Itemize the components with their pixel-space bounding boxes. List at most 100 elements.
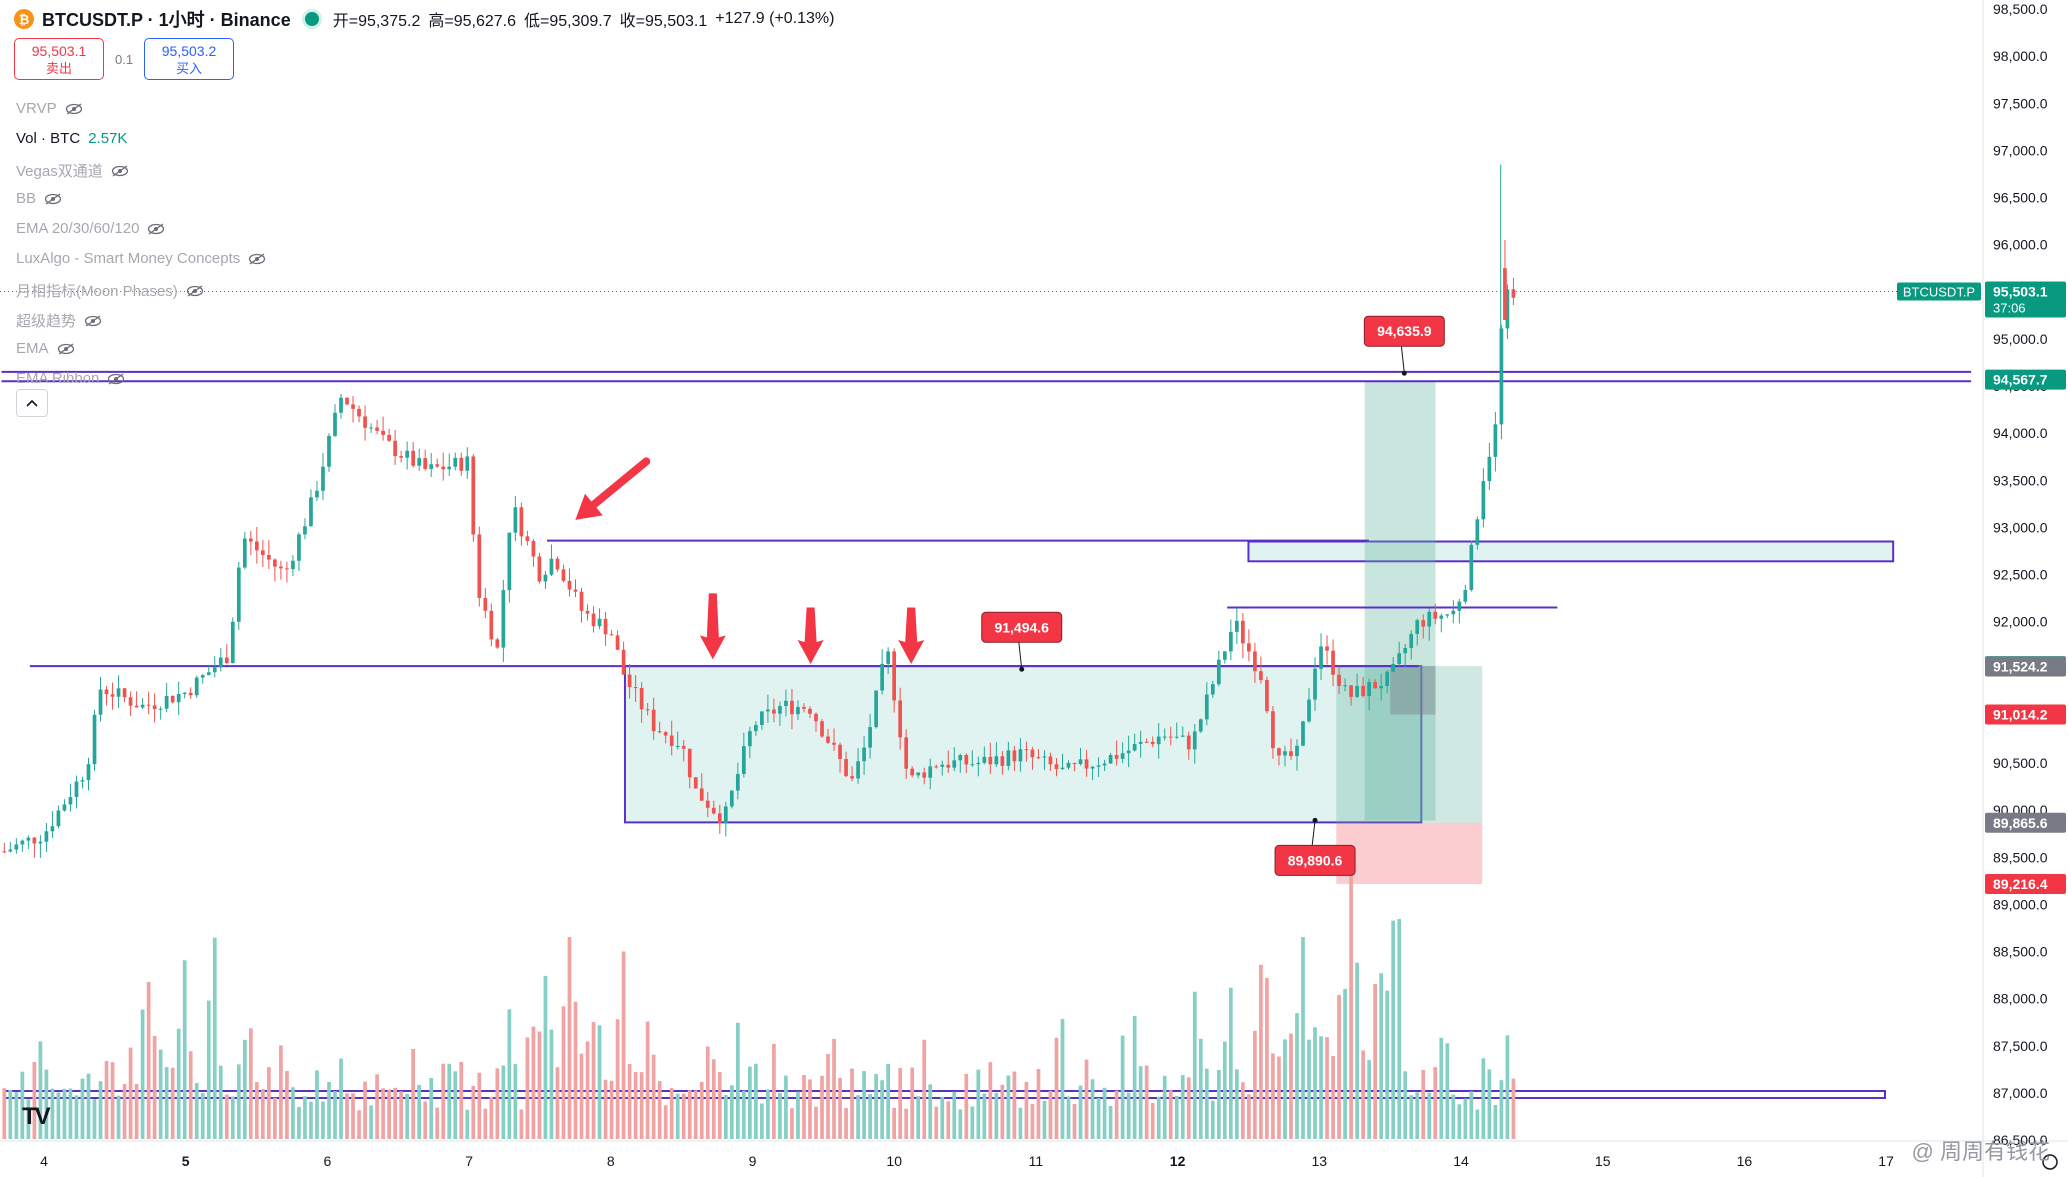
candle-body xyxy=(134,705,139,708)
indicator-1[interactable]: Vol · BTC 2.57K xyxy=(16,130,127,147)
price-axis-tag-label: 89,216.4 xyxy=(1993,876,2048,892)
collapse-legend-button[interactable] xyxy=(16,389,48,417)
volume-bar xyxy=(778,1092,782,1139)
eye-off-icon[interactable] xyxy=(147,222,165,235)
volume-bar xyxy=(345,1093,349,1139)
eye-off-icon[interactable] xyxy=(84,314,102,327)
eye-off-icon[interactable] xyxy=(44,192,62,205)
y-tick-label: 98,000.0 xyxy=(1993,48,2048,64)
eye-off-icon[interactable] xyxy=(248,252,266,265)
volume-bar xyxy=(297,1106,301,1139)
volume-bar xyxy=(994,1092,999,1139)
candle-body xyxy=(327,435,331,467)
candle-body xyxy=(675,745,680,747)
candle-body xyxy=(1505,289,1510,329)
volume-bar xyxy=(357,1110,361,1139)
indicator-name: Vol · BTC xyxy=(16,130,81,147)
candle-body xyxy=(1198,719,1203,732)
candle-body xyxy=(1042,756,1047,758)
eye-off-icon[interactable] xyxy=(107,372,125,385)
sell-button[interactable]: 95,503.1 卖出 xyxy=(14,38,104,80)
volume-bar xyxy=(1120,1035,1125,1139)
indicator-6[interactable]: 月相指标(Moon Phases) xyxy=(16,280,204,301)
volume-bar xyxy=(26,1099,31,1139)
volume-bar xyxy=(519,1109,524,1139)
eye-off-icon[interactable] xyxy=(186,284,204,297)
indicator-9[interactable]: EMA Ribbon xyxy=(16,370,125,387)
volume-bar xyxy=(20,1071,25,1139)
volume-bar xyxy=(134,1084,139,1139)
y-tick-label: 96,500.0 xyxy=(1993,190,2048,206)
candle-body xyxy=(814,713,818,722)
indicator-7[interactable]: 超级趋势 xyxy=(16,310,102,331)
indicator-name: BB xyxy=(16,190,37,207)
candle-body xyxy=(140,704,145,708)
volume-bar xyxy=(1006,1075,1011,1139)
candle-body xyxy=(411,450,416,466)
indicator-4[interactable]: EMA 20/30/60/120 xyxy=(16,220,165,237)
red-arrow-head xyxy=(575,493,603,520)
candle-body xyxy=(224,657,229,664)
candle-body xyxy=(206,672,211,676)
volume-bar xyxy=(254,1082,259,1139)
volume-bar xyxy=(952,1091,957,1139)
volume-bar xyxy=(766,1089,770,1139)
volume-bar xyxy=(170,1067,175,1139)
volume-bar xyxy=(1180,1075,1185,1139)
candle-body xyxy=(892,651,897,701)
volume-bar xyxy=(868,1094,872,1139)
volume-bar xyxy=(471,1085,476,1139)
x-tick-label: 16 xyxy=(1737,1153,1753,1169)
indicator-0[interactable]: VRVP xyxy=(16,100,83,117)
x-tick-label: 5 xyxy=(182,1153,190,1169)
volume-bar xyxy=(874,1074,878,1139)
volume-bar xyxy=(1114,1090,1119,1139)
volume-bar xyxy=(663,1105,668,1139)
candle-body xyxy=(146,704,151,706)
volume-bar xyxy=(693,1090,698,1139)
candle-body xyxy=(279,566,283,569)
red-arrow xyxy=(589,457,651,509)
candle-body xyxy=(242,538,247,568)
eye-off-icon[interactable] xyxy=(57,342,75,355)
indicator-5[interactable]: LuxAlgo - Smart Money Concepts xyxy=(16,250,266,267)
y-tick-label: 93,500.0 xyxy=(1993,472,2048,488)
eye-off-icon[interactable] xyxy=(111,164,129,177)
indicator-2[interactable]: Vegas双通道 xyxy=(16,160,129,181)
volume-bar xyxy=(405,1094,410,1139)
symbol-title[interactable]: BTCUSDT.P · 1小时 · Binance xyxy=(42,10,291,30)
candle-body xyxy=(1156,736,1161,745)
price-axis-tag xyxy=(1985,704,2066,725)
candle-body xyxy=(874,690,878,728)
volume-bar xyxy=(1427,1092,1432,1139)
volume-bar xyxy=(1259,964,1263,1139)
volume-bar xyxy=(934,1106,939,1139)
candle-body xyxy=(838,744,842,759)
callout-dot xyxy=(1401,370,1407,376)
candle-body xyxy=(182,692,187,695)
indicator-name: EMA 20/30/60/120 xyxy=(16,220,140,237)
candle-body xyxy=(1439,615,1444,619)
buy-button[interactable]: 95,503.2 买入 xyxy=(144,38,234,80)
volume-bar xyxy=(723,1095,728,1139)
candle-body xyxy=(375,427,379,431)
candle-body xyxy=(910,768,915,776)
candle-body xyxy=(525,536,530,541)
volume-bar xyxy=(940,1096,945,1139)
volume-bar xyxy=(1385,990,1390,1139)
eye-off-icon[interactable] xyxy=(65,102,83,115)
volume-bar xyxy=(242,1039,247,1139)
candle-body xyxy=(74,781,79,798)
candle-body xyxy=(285,568,289,570)
candle-body xyxy=(14,844,19,850)
volume-bar xyxy=(741,1090,746,1139)
volume-bar xyxy=(711,1059,716,1139)
indicator-3[interactable]: BB xyxy=(16,190,62,207)
candle-body xyxy=(850,776,854,779)
candle-body xyxy=(1036,757,1041,759)
indicator-8[interactable]: EMA xyxy=(16,340,75,357)
price-axis-tag xyxy=(1985,369,2066,390)
candle-body xyxy=(1228,631,1233,652)
candle-body xyxy=(615,635,620,650)
